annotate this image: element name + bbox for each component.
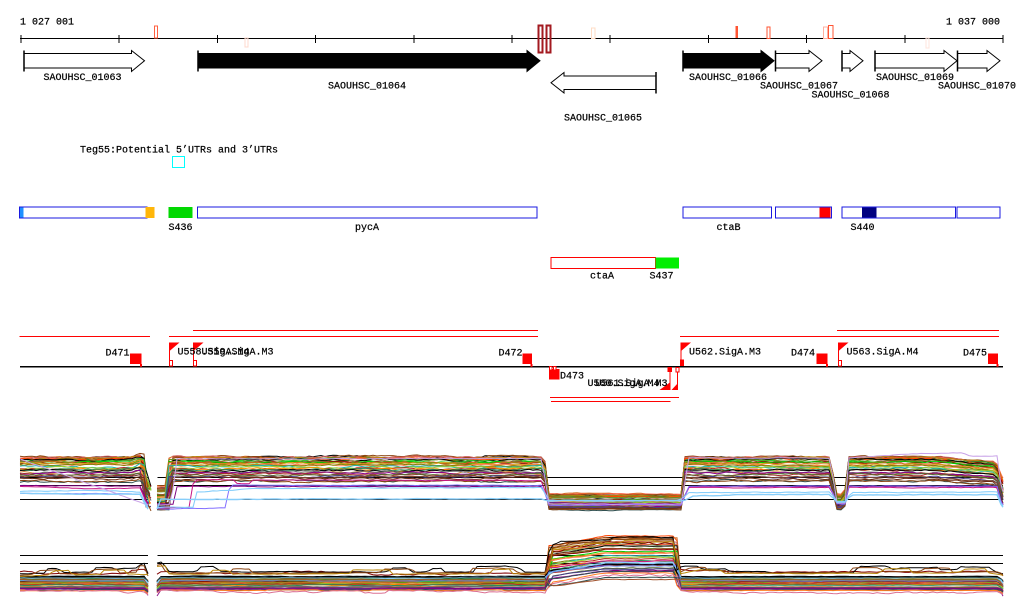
svg-text:D475: D475 <box>963 349 987 360</box>
svg-text:U563.SigA.M4: U563.SigA.M4 <box>847 347 919 359</box>
svg-text:Teg55:Potential 5’UTRs and 3’U: Teg55:Potential 5’UTRs and 3’UTRs <box>80 145 278 157</box>
svg-text:SAOUHSC_01066: SAOUHSC_01066 <box>689 73 767 84</box>
svg-text:U560.SigA.M4: U560.SigA.M4 <box>588 378 660 390</box>
svg-text:S440: S440 <box>851 223 875 234</box>
svg-text:ctaB: ctaB <box>717 223 741 234</box>
svg-text:1 037 000: 1 037 000 <box>946 18 1000 29</box>
svg-text:SAOUHSC_01067: SAOUHSC_01067 <box>760 82 838 93</box>
svg-text:U558.SigA.M4: U558.SigA.M4 <box>178 347 250 359</box>
svg-text:D472: D472 <box>499 349 523 360</box>
svg-text:D471: D471 <box>106 349 130 360</box>
svg-text:ctaA: ctaA <box>590 272 614 283</box>
svg-text:1 027 001: 1 027 001 <box>20 18 74 29</box>
svg-text:U562.SigA.M3: U562.SigA.M3 <box>689 347 761 359</box>
svg-text:D474: D474 <box>791 349 815 360</box>
svg-text:SAOUHSC_01068: SAOUHSC_01068 <box>812 91 890 102</box>
svg-text:SAOUHSC_01070: SAOUHSC_01070 <box>938 82 1016 93</box>
svg-text:SAOUHSC_01064: SAOUHSC_01064 <box>328 82 406 93</box>
svg-text:SAOUHSC_01065: SAOUHSC_01065 <box>564 114 642 125</box>
svg-text:SAOUHSC_01063: SAOUHSC_01063 <box>44 73 122 84</box>
svg-text:pycA: pycA <box>355 223 379 234</box>
svg-text:U559.SigA.M3: U559.SigA.M3 <box>202 347 274 359</box>
svg-text:S437: S437 <box>650 272 674 283</box>
svg-text:S436: S436 <box>169 223 193 234</box>
svg-text:SAOUHSC_01069: SAOUHSC_01069 <box>876 73 954 84</box>
svg-text:U561.SigA.M3: U561.SigA.M3 <box>596 378 668 390</box>
svg-text:D473: D473 <box>560 372 584 383</box>
